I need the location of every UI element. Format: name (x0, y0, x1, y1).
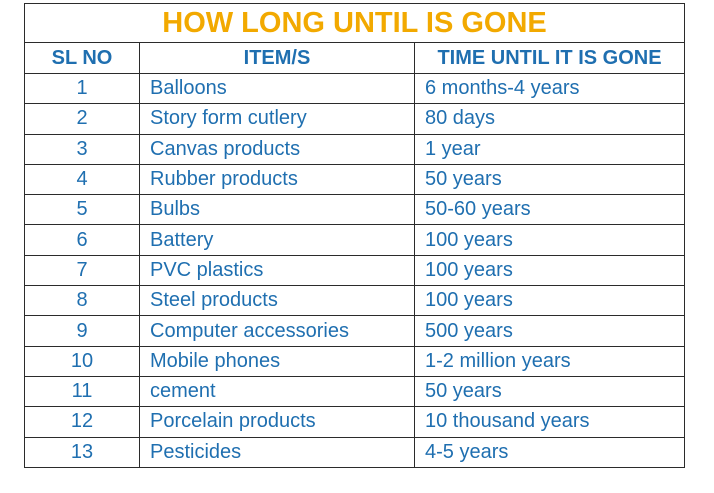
decomposition-table-container: HOW LONG UNTIL IS GONE SL NO ITEM/S TIME… (23, 3, 686, 468)
sl-no-cell: 3 (24, 133, 140, 165)
item-cell: Canvas products (139, 133, 415, 165)
item-cell: Rubber products (139, 163, 415, 196)
time-cell: 100 years (413, 254, 686, 287)
sl-no-cell: 7 (24, 254, 140, 287)
sl-no-cell: 12 (24, 406, 140, 438)
sl-no-cell: 9 (24, 315, 140, 347)
time-cell: 100 years (413, 285, 686, 317)
table-row: 7 PVC plastics 100 years (24, 254, 686, 287)
time-cell: 50 years (413, 163, 686, 196)
table-row: 11 cement 50 years (24, 375, 686, 408)
table-row: 9 Computer accessories 500 years (24, 315, 686, 347)
sl-no-cell: 13 (24, 436, 140, 468)
item-cell: Balloons (139, 72, 415, 105)
sl-no-cell: 4 (24, 163, 140, 196)
table-row: 13 Pesticides 4-5 years (24, 436, 686, 468)
time-cell: 50-60 years (413, 194, 686, 226)
table-row: 12 Porcelain products 10 thousand years (24, 406, 686, 438)
time-cell: 1-2 million years (413, 345, 686, 377)
item-cell: Bulbs (139, 194, 415, 226)
item-cell: Battery (139, 224, 415, 256)
header-time-until-gone: TIME UNTIL IT IS GONE (413, 42, 686, 74)
sl-no-cell: 8 (24, 285, 140, 317)
table-title: HOW LONG UNTIL IS GONE (23, 3, 686, 43)
table-row: 6 Battery 100 years (24, 224, 686, 256)
sl-no-cell: 5 (24, 194, 140, 226)
item-cell: Pesticides (139, 436, 415, 468)
item-cell: Steel products (139, 285, 415, 317)
table-row: 1 Balloons 6 months-4 years (24, 72, 686, 105)
item-cell: Computer accessories (139, 315, 415, 347)
sl-no-cell: 1 (24, 72, 140, 105)
time-cell: 100 years (413, 224, 686, 256)
table-row: 5 Bulbs 50-60 years (24, 194, 686, 226)
time-cell: 1 year (413, 133, 686, 165)
table-row: 8 Steel products 100 years (24, 285, 686, 317)
item-cell: Porcelain products (139, 406, 415, 438)
item-cell: cement (139, 375, 415, 408)
header-row: SL NO ITEM/S TIME UNTIL IT IS GONE (24, 42, 686, 74)
time-cell: 4-5 years (413, 436, 686, 468)
table-row: 2 Story form cutlery 80 days (24, 103, 686, 135)
decomposition-table: HOW LONG UNTIL IS GONE SL NO ITEM/S TIME… (23, 3, 686, 468)
header-items: ITEM/S (139, 42, 415, 74)
table-row: 4 Rubber products 50 years (24, 163, 686, 196)
item-cell: PVC plastics (139, 254, 415, 287)
time-cell: 500 years (413, 315, 686, 347)
time-cell: 10 thousand years (413, 406, 686, 438)
table-row: 3 Canvas products 1 year (24, 133, 686, 165)
table-row: 10 Mobile phones 1-2 million years (24, 345, 686, 377)
item-cell: Story form cutlery (139, 103, 415, 135)
sl-no-cell: 6 (24, 224, 140, 256)
time-cell: 80 days (413, 103, 686, 135)
sl-no-cell: 2 (24, 103, 140, 135)
sl-no-cell: 10 (24, 345, 140, 377)
header-sl-no: SL NO (24, 42, 140, 74)
title-row: HOW LONG UNTIL IS GONE (23, 3, 686, 43)
time-cell: 6 months-4 years (413, 72, 686, 105)
item-cell: Mobile phones (139, 345, 415, 377)
time-cell: 50 years (413, 375, 686, 408)
sl-no-cell: 11 (24, 375, 140, 408)
